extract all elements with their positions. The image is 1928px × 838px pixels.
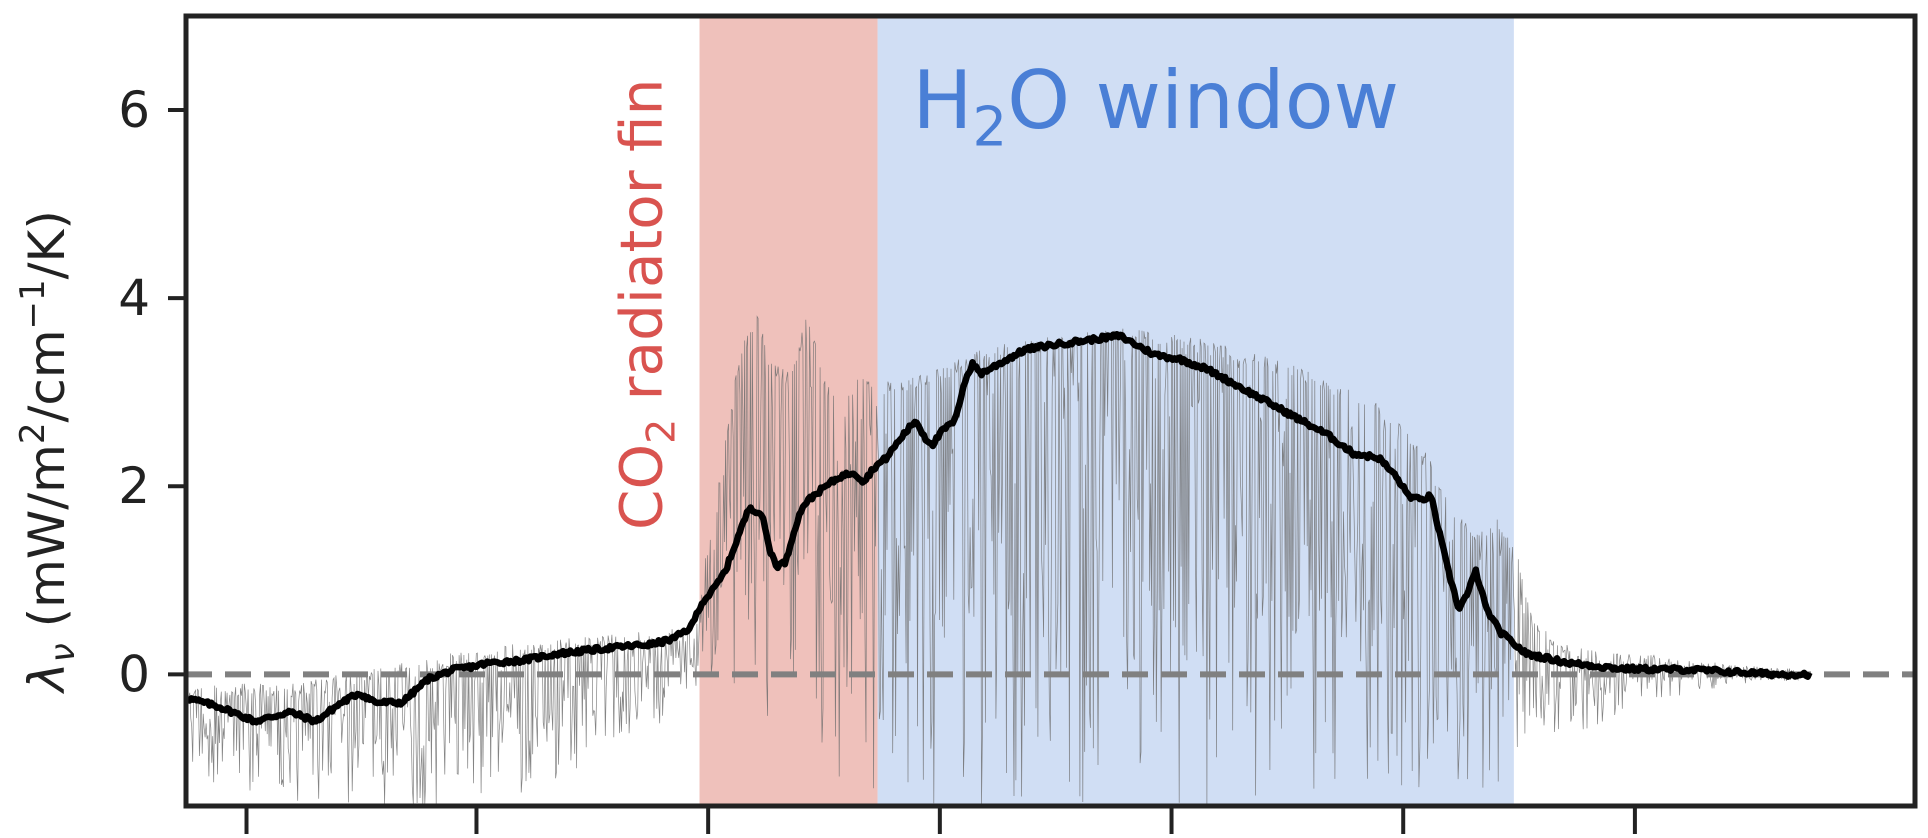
h2o-band-label-part: O window [1007, 54, 1399, 147]
smoothed-spectrum-line [184, 330, 1813, 726]
h2o-band-label-part: H [912, 54, 972, 147]
band-labels: CO2 radiator fin H2O window [608, 54, 1400, 530]
co2-band-label-part: CO [608, 444, 676, 530]
y-axis-label: λν (mW/m2/cm−1/K) [13, 210, 83, 695]
ylabel-units-mid: /cm [18, 329, 76, 422]
co2-band-label: CO2 radiator fin [608, 79, 685, 530]
ylabel-units-open: (mW/m [18, 444, 76, 643]
plot-frame [183, 13, 1918, 809]
ylabel-symbol-sub: ν [43, 643, 83, 662]
co2-band-label-part: radiator fin [608, 79, 676, 419]
co2-band-label-part: 2 [638, 419, 684, 444]
ylabel-symbol: λ [18, 662, 76, 695]
raw-spectrum-line [185, 315, 1810, 806]
y-tick-label: 0 [118, 645, 150, 703]
ylabel-units-sup1: 2 [13, 422, 53, 444]
ylabel-units-sup2: −1 [13, 279, 53, 329]
y-axis: 0 2 4 6 [118, 81, 186, 703]
h2o-band-label: H2O window [912, 54, 1399, 159]
x-axis [244, 806, 1637, 834]
y-tick-label: 2 [118, 457, 150, 515]
y-tick-label: 4 [118, 269, 150, 327]
raw-spectrum [185, 315, 1810, 806]
h2o-band-label-part: 2 [973, 96, 1008, 159]
y-tick-label: 6 [118, 81, 150, 139]
ylabel-units-close: /K) [18, 210, 76, 279]
